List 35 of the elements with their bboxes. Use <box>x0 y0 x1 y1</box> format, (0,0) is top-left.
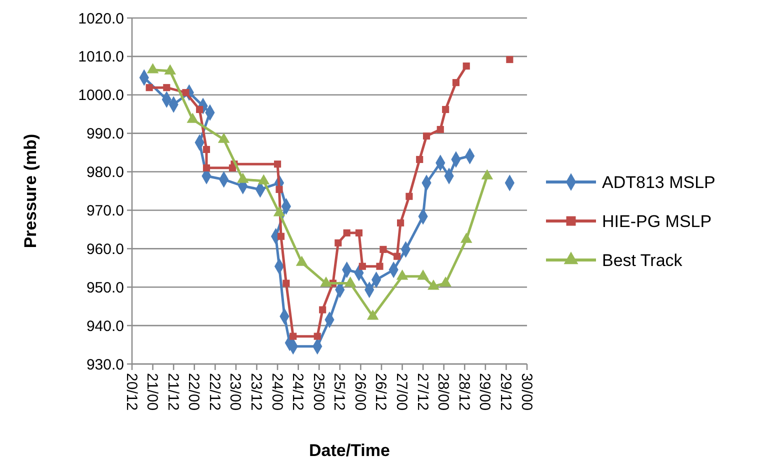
x-tick-label: 24/00 <box>268 373 286 411</box>
y-tick-label: 1000.0 <box>78 87 124 104</box>
y-tick-label: 960.0 <box>86 240 124 258</box>
x-tick-label: 25/12 <box>330 373 348 411</box>
y-tick-label: 990.0 <box>86 126 124 143</box>
y-tick-label: 940.0 <box>86 318 124 335</box>
x-tick-label: 25/00 <box>310 373 327 411</box>
x-tick-label: 29/00 <box>476 373 494 411</box>
x-tick-label: 26/12 <box>372 373 390 411</box>
x-tick-label: 29/12 <box>496 373 514 411</box>
legend-label: HIE-PG MSLP <box>602 212 712 231</box>
y-tick-label: 930.0 <box>86 356 124 374</box>
x-tick-label: 24/12 <box>289 373 306 411</box>
x-tick-label: 30/00 <box>518 373 535 411</box>
x-tick-label: 21/00 <box>144 373 161 411</box>
x-tick-label: 22/00 <box>185 373 202 411</box>
x-tick-label: 21/12 <box>164 373 182 411</box>
y-tick-label: 1020.0 <box>78 10 124 28</box>
x-tick-label: 22/12 <box>206 373 223 411</box>
x-tick-label: 28/00 <box>434 373 452 411</box>
x-tick-label: 20/12 <box>122 373 140 411</box>
x-tick-label: 23/12 <box>247 373 264 411</box>
y-tick-label: 980.0 <box>86 164 124 182</box>
y-tick-label: 1010.0 <box>78 48 124 66</box>
x-tick-label: 23/00 <box>226 373 244 411</box>
y-axis-title: Pressure (mb) <box>21 134 40 248</box>
y-tick-label: 970.0 <box>86 202 124 220</box>
x-tick-label: 27/12 <box>414 373 431 411</box>
legend-label: ADT813 MSLP <box>602 172 716 192</box>
legend-label: Best Track <box>602 250 683 270</box>
x-axis-title: Date/Time <box>309 441 390 460</box>
x-tick-label: 28/12 <box>455 373 472 411</box>
x-tick-label: 26/00 <box>351 373 368 411</box>
x-tick-label: 27/00 <box>393 373 410 411</box>
y-tick-label: 950.0 <box>86 279 124 296</box>
